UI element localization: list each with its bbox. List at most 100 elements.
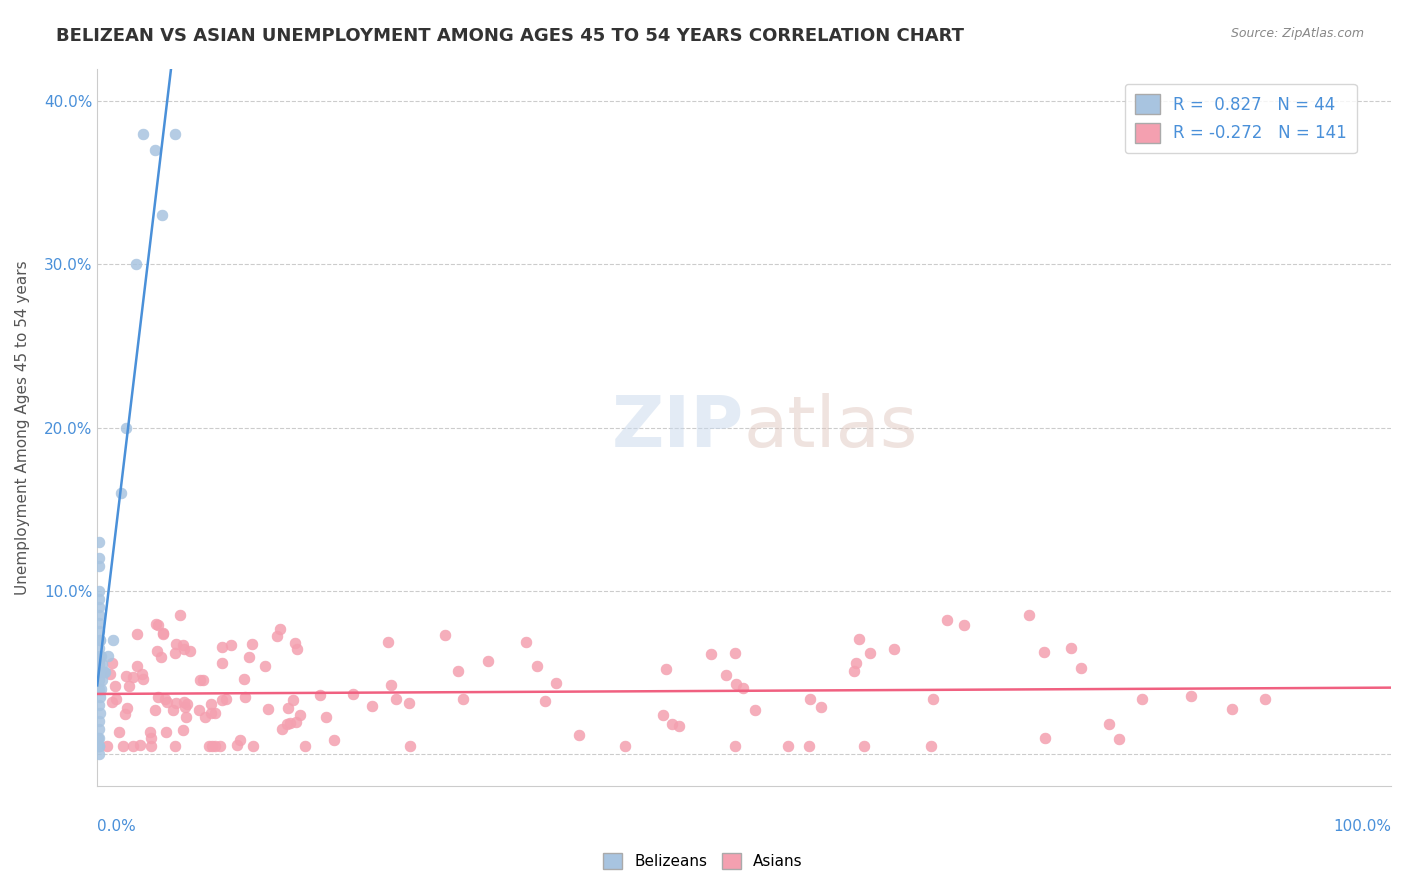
Point xyxy=(654,662,676,676)
Point xyxy=(211,693,233,707)
Point xyxy=(377,635,399,649)
Point xyxy=(90,665,112,680)
Point xyxy=(110,485,132,500)
Point xyxy=(953,617,976,632)
Point xyxy=(920,739,942,753)
Legend: R =  0.827   N = 44, R = -0.272   N = 141: R = 0.827 N = 44, R = -0.272 N = 141 xyxy=(1125,84,1357,153)
Text: 0.0%: 0.0% xyxy=(97,819,136,834)
Point xyxy=(146,618,169,632)
Point xyxy=(1018,608,1040,623)
Point xyxy=(238,649,260,664)
Point xyxy=(104,679,127,693)
Point xyxy=(211,656,233,670)
Point xyxy=(87,681,110,696)
Point xyxy=(699,647,721,661)
Point xyxy=(188,703,211,717)
Point xyxy=(138,725,160,739)
Point xyxy=(165,696,187,710)
Point xyxy=(276,717,298,731)
Point xyxy=(108,724,131,739)
Point xyxy=(1060,641,1083,656)
Point xyxy=(101,632,124,647)
Point xyxy=(131,127,153,141)
Point xyxy=(385,691,408,706)
Point xyxy=(1254,691,1277,706)
Point xyxy=(172,638,194,652)
Point xyxy=(87,591,110,606)
Point xyxy=(156,694,179,708)
Point xyxy=(89,706,111,720)
Point xyxy=(848,632,870,647)
Point xyxy=(191,673,214,688)
Point xyxy=(87,583,110,598)
Point xyxy=(716,667,738,681)
Point xyxy=(526,659,548,673)
Point xyxy=(87,731,110,745)
Text: BELIZEAN VS ASIAN UNEMPLOYMENT AMONG AGES 45 TO 54 YEARS CORRELATION CHART: BELIZEAN VS ASIAN UNEMPLOYMENT AMONG AGE… xyxy=(56,27,965,45)
Point xyxy=(209,739,232,753)
Point xyxy=(215,692,238,706)
Point xyxy=(87,534,110,549)
Point xyxy=(173,641,195,656)
Point xyxy=(859,646,882,660)
Point xyxy=(87,747,110,761)
Point xyxy=(1108,732,1130,747)
Point xyxy=(242,739,264,753)
Point xyxy=(146,690,169,704)
Point xyxy=(342,687,364,701)
Point xyxy=(93,665,115,680)
Point xyxy=(1180,690,1202,704)
Point xyxy=(94,665,117,680)
Point xyxy=(240,637,263,651)
Legend: Belizeans, Asians: Belizeans, Asians xyxy=(598,847,808,875)
Point xyxy=(281,693,304,707)
Point xyxy=(652,707,675,722)
Point xyxy=(211,640,233,655)
Point xyxy=(98,667,121,681)
Point xyxy=(97,648,120,663)
Point xyxy=(1130,692,1153,706)
Point xyxy=(194,710,217,724)
Point xyxy=(87,608,110,623)
Point xyxy=(150,650,173,665)
Point xyxy=(87,723,110,737)
Point xyxy=(89,632,111,647)
Point xyxy=(87,653,110,667)
Point xyxy=(87,731,110,745)
Point xyxy=(89,665,111,680)
Point xyxy=(285,714,308,729)
Point xyxy=(131,666,153,681)
Point xyxy=(152,627,174,641)
Point xyxy=(87,640,110,655)
Point xyxy=(922,691,945,706)
Point xyxy=(169,608,191,623)
Point xyxy=(724,647,747,661)
Point xyxy=(668,719,690,733)
Text: ZIP: ZIP xyxy=(612,393,744,462)
Point xyxy=(105,692,128,706)
Point xyxy=(101,696,124,710)
Point xyxy=(284,636,307,650)
Point xyxy=(810,699,832,714)
Point xyxy=(179,644,201,658)
Point xyxy=(221,639,243,653)
Point xyxy=(87,551,110,566)
Point xyxy=(1220,702,1243,716)
Point xyxy=(188,673,211,687)
Point xyxy=(174,710,197,724)
Point xyxy=(398,696,420,710)
Point xyxy=(266,629,288,643)
Point xyxy=(89,632,111,647)
Point xyxy=(661,717,683,731)
Point xyxy=(115,700,138,714)
Point xyxy=(141,739,163,753)
Point xyxy=(165,637,187,651)
Point xyxy=(380,678,402,692)
Point xyxy=(87,616,110,631)
Point xyxy=(89,690,111,704)
Point xyxy=(733,681,755,695)
Point xyxy=(225,738,247,752)
Point xyxy=(91,673,114,688)
Point xyxy=(87,739,110,753)
Point xyxy=(90,681,112,696)
